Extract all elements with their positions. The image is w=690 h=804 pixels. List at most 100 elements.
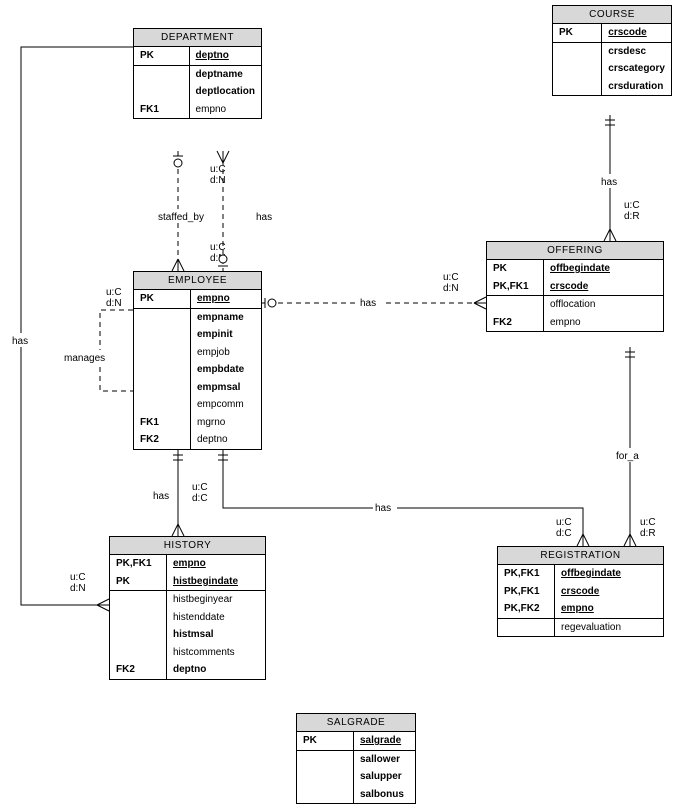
attr-name: empinit [191, 326, 262, 344]
svg-text:has: has [360, 298, 376, 309]
attr-name: histbegindate [167, 573, 266, 591]
svg-text:for_a: for_a [616, 451, 639, 462]
key-label [134, 308, 191, 326]
svg-text:u:C: u:C [70, 572, 86, 583]
attr-name: crsduration [602, 78, 671, 96]
key-label: PK [553, 24, 602, 42]
attr-name: deptlocation [189, 83, 261, 101]
key-label [134, 344, 191, 362]
key-label: FK2 [134, 431, 191, 449]
attr-name: histenddate [167, 609, 266, 627]
key-label: PK,FK1 [487, 278, 544, 296]
key-label: PK,FK2 [498, 600, 555, 618]
attr-row: PKcrscode [553, 24, 671, 42]
attr-name: crscode [555, 583, 664, 601]
entity-title: OFFERING [487, 242, 663, 260]
entity-title: COURSE [553, 6, 671, 24]
key-label: PK,FK1 [498, 583, 555, 601]
attr-row: FK1mgrno [134, 414, 261, 432]
entity-course: COURSEPKcrscodecrsdesccrscategorycrsdura… [552, 5, 672, 96]
key-label [110, 644, 167, 662]
key-label: FK1 [134, 101, 189, 119]
entity-history: HISTORYPK,FK1empnoPKhistbegindatehistbeg… [109, 536, 266, 680]
attr-row: deptlocation [134, 83, 261, 101]
entity-body: PKoffbegindatePK,FK1crscodeofflocationFK… [487, 260, 663, 331]
key-label [297, 750, 354, 768]
svg-text:d:N: d:N [210, 175, 226, 186]
svg-text:has: has [375, 503, 391, 514]
attr-row: salupper [297, 768, 415, 786]
svg-text:manages: manages [64, 353, 105, 364]
svg-text:u:C: u:C [210, 242, 226, 253]
key-label: PK,FK1 [110, 555, 167, 573]
svg-text:u:C: u:C [624, 200, 640, 211]
attr-row: salbonus [297, 786, 415, 804]
key-label [553, 78, 602, 96]
entity-offering: OFFERINGPKoffbegindatePK,FK1crscodeofflo… [486, 241, 664, 332]
attr-row: PK,FK2empno [498, 600, 663, 618]
attr-name: histbeginyear [167, 591, 266, 609]
entity-title: DEPARTMENT [134, 29, 261, 47]
entity-registration: REGISTRATIONPK,FK1offbegindatePK,FK1crsc… [497, 546, 664, 637]
attr-name: deptno [189, 47, 261, 65]
attr-row: histbeginyear [110, 591, 265, 609]
key-label: PK [487, 260, 544, 278]
key-label: FK1 [134, 414, 191, 432]
entity-title: EMPLOYEE [134, 272, 261, 290]
attr-name: empcomm [191, 396, 262, 414]
attr-name: crsdesc [602, 42, 671, 60]
attr-name: regevaluation [555, 618, 664, 636]
key-label: PK,FK1 [498, 565, 555, 583]
attr-row: histcomments [110, 644, 265, 662]
attr-name: offbegindate [544, 260, 664, 278]
attr-row: FK2deptno [134, 431, 261, 449]
entity-title: REGISTRATION [498, 547, 663, 565]
attr-name: empjob [191, 344, 262, 362]
svg-text:d:R: d:R [640, 528, 656, 539]
key-label [553, 60, 602, 78]
attr-name: histmsal [167, 626, 266, 644]
attr-name: sallower [354, 750, 416, 768]
attr-row: empmsal [134, 379, 261, 397]
attr-name: crscategory [602, 60, 671, 78]
entity-body: PK,FK1offbegindatePK,FK1crscodePK,FK2emp… [498, 565, 663, 636]
key-label [134, 396, 191, 414]
key-label [134, 83, 189, 101]
key-label: PK [110, 573, 167, 591]
key-label [134, 326, 191, 344]
entity-title: SALGRADE [297, 714, 415, 732]
svg-text:has: has [153, 491, 169, 502]
entity-body: PKempnoempnameempinitempjobempbdateempms… [134, 290, 261, 449]
key-label [110, 591, 167, 609]
svg-text:d:R: d:R [624, 211, 640, 222]
attr-name: salgrade [354, 732, 416, 750]
entity-title: HISTORY [110, 537, 265, 555]
attr-row: FK2deptno [110, 661, 265, 679]
attr-row: histenddate [110, 609, 265, 627]
svg-text:d:N: d:N [70, 583, 86, 594]
svg-text:d:N: d:N [210, 253, 226, 264]
attr-row: offlocation [487, 296, 663, 314]
key-label [297, 768, 354, 786]
edges-layer: staffed_byu:Cd:Nu:Cd:Nhashasu:Cd:Nmanage… [0, 0, 690, 803]
attr-name: offlocation [544, 296, 664, 314]
attr-name: deptname [189, 65, 261, 83]
attr-name: empno [189, 101, 261, 119]
attr-row: PKoffbegindate [487, 260, 663, 278]
attr-row: empbdate [134, 361, 261, 379]
attr-row: PK,FK1offbegindate [498, 565, 663, 583]
svg-text:u:C: u:C [106, 287, 122, 298]
key-label [110, 609, 167, 627]
attr-name: crscode [544, 278, 664, 296]
key-label [553, 42, 602, 60]
attr-row: PKsalgrade [297, 732, 415, 750]
svg-text:u:C: u:C [640, 517, 656, 528]
key-label [297, 786, 354, 804]
key-label: PK [134, 47, 189, 65]
entity-body: PKsalgradesallowersaluppersalbonus [297, 732, 415, 803]
attr-row: crscategory [553, 60, 671, 78]
attr-name: empbdate [191, 361, 262, 379]
key-label: PK [297, 732, 354, 750]
attr-name: empno [555, 600, 664, 618]
key-label [134, 361, 191, 379]
